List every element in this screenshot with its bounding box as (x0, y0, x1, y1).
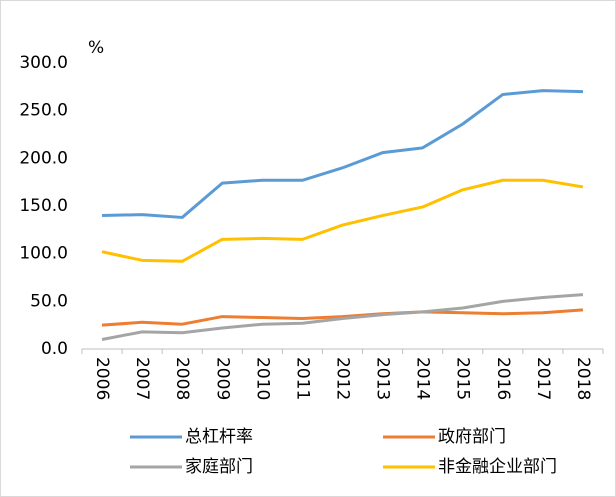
x-tick-label: 2013 (373, 357, 393, 400)
x-tick-label: 2014 (413, 357, 433, 400)
y-tick-label: 200.0 (19, 148, 68, 168)
series-line (101, 293, 584, 341)
y-tick-label: 250.0 (19, 101, 68, 121)
x-tick-label: 2008 (172, 357, 192, 400)
x-tick-label: 2016 (493, 357, 513, 400)
series-line (101, 308, 584, 327)
y-unit-label: % (88, 38, 104, 58)
x-tick-label: 2007 (132, 357, 152, 400)
legend-label: 政府部门 (438, 427, 506, 447)
x-tick-label: 2011 (292, 357, 312, 400)
y-tick-label: 100.0 (19, 244, 68, 264)
x-tick-label: 2018 (573, 357, 593, 400)
legend-label: 总杠杆率 (185, 427, 253, 447)
x-tick-label: 2009 (212, 357, 232, 400)
y-tick-label: 0.0 (41, 339, 68, 359)
x-tick-label: 2010 (252, 357, 272, 400)
y-tick-label: 300.0 (19, 53, 68, 73)
x-tick-label: 2015 (453, 357, 473, 400)
y-tick-label: 50.0 (30, 291, 68, 311)
x-tick-label: 2006 (92, 357, 112, 400)
y-tick-label: 150.0 (19, 196, 68, 216)
legend-label: 家庭部门 (185, 457, 253, 477)
x-tick-label: 2012 (333, 357, 353, 400)
legend-label: 非金融企业部门 (438, 457, 557, 477)
series-line (102, 89, 583, 219)
series-line (101, 178, 584, 263)
x-tick-label: 2017 (533, 357, 553, 400)
